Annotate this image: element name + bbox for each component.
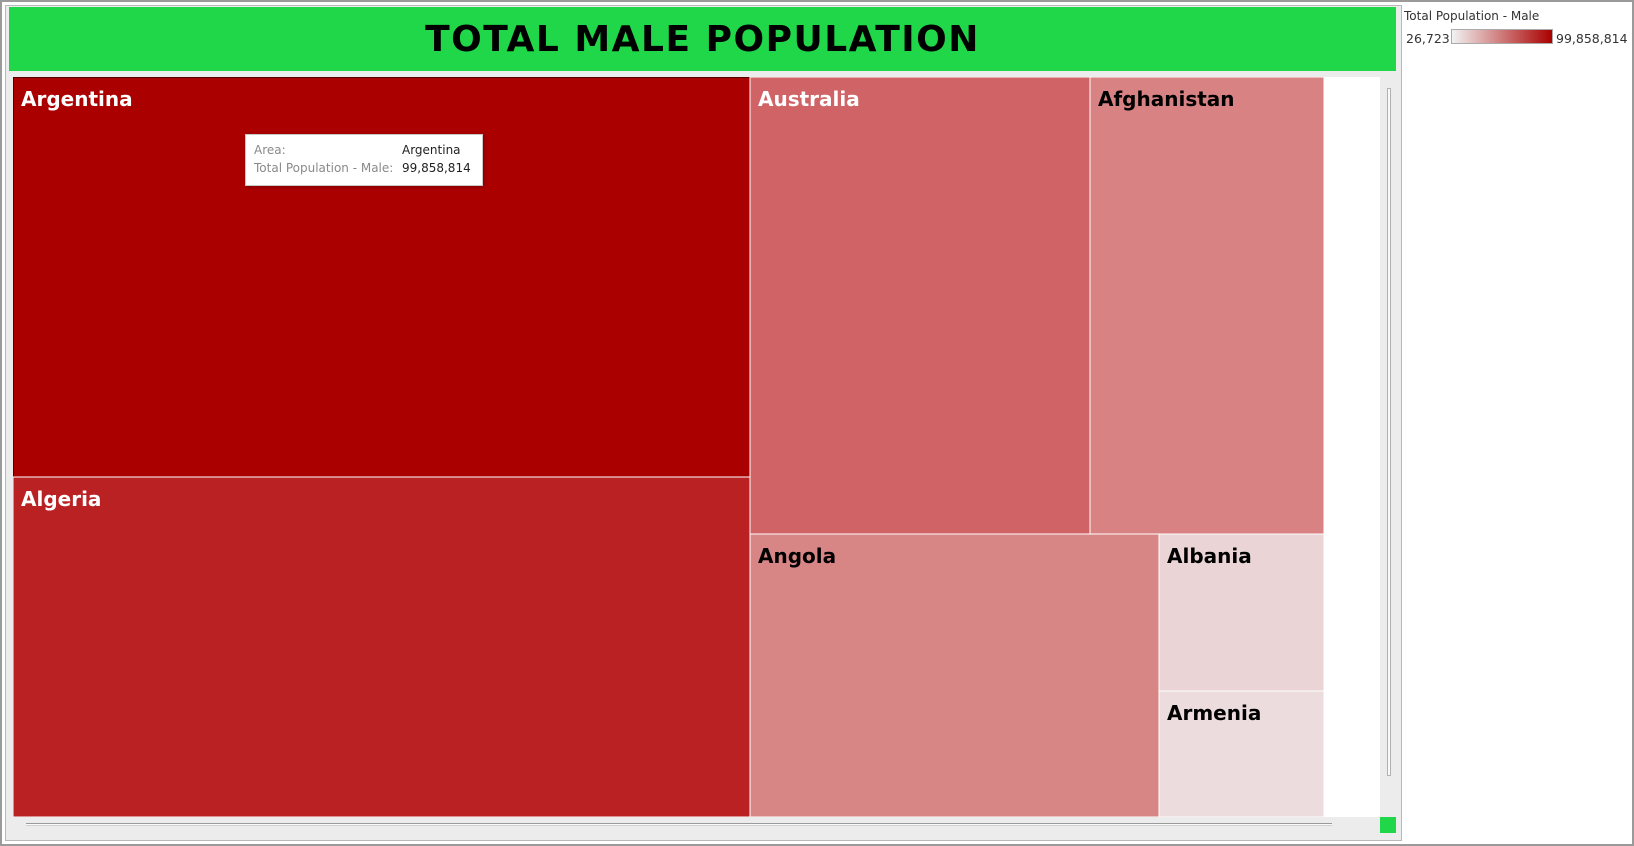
tooltip: Area: Argentina Total Population - Male:… <box>245 134 483 186</box>
treemap-cell-algeria[interactable]: Algeria <box>13 476 751 817</box>
horizontal-scrollbar[interactable] <box>26 823 1332 826</box>
treemap-cell-albania[interactable]: Albania <box>1158 533 1325 692</box>
treemap-rect[interactable] <box>13 476 751 817</box>
scroll-corner <box>1380 817 1396 833</box>
treemap-label: Angola <box>758 544 836 568</box>
treemap-cell-armenia[interactable]: Armenia <box>1158 690 1325 817</box>
treemap-label: Armenia <box>1167 701 1261 725</box>
treemap-label: Algeria <box>21 487 101 511</box>
title-bar: TOTAL MALE POPULATION <box>9 7 1396 71</box>
legend-max-label: 99,858,814 <box>1556 31 1628 46</box>
legend-title: Total Population - Male <box>1404 9 1540 23</box>
dashboard-title: TOTAL MALE POPULATION <box>425 18 980 60</box>
tooltip-value: 99,858,814 <box>402 161 471 175</box>
treemap-label: Argentina <box>21 87 133 111</box>
tooltip-key: Total Population - Male: <box>254 161 394 175</box>
tooltip-value: Argentina <box>402 143 461 157</box>
legend-color-ramp <box>1451 29 1553 44</box>
treemap-rect[interactable] <box>1158 690 1325 817</box>
treemap-rect[interactable] <box>749 77 1091 535</box>
tooltip-key: Area: <box>254 143 286 157</box>
treemap-cell-afghanistan[interactable]: Afghanistan <box>1089 77 1325 535</box>
treemap-label: Albania <box>1167 544 1252 568</box>
treemap-rect[interactable] <box>1089 77 1325 535</box>
treemap-cell-angola[interactable]: Angola <box>749 533 1160 817</box>
color-legend: Total Population - Male 26,723 99,858,81… <box>1404 7 1632 67</box>
treemap-label: Afghanistan <box>1098 87 1235 111</box>
treemap-label: Australia <box>758 87 860 111</box>
treemap-chart: Argentina Algeria Australia Afghanistan Ango… <box>13 77 1325 817</box>
vertical-scrollbar[interactable] <box>1387 88 1391 776</box>
legend-min-label: 26,723 <box>1406 31 1450 46</box>
treemap-rect[interactable] <box>749 533 1160 817</box>
treemap-rect[interactable] <box>1158 533 1325 692</box>
treemap-cell-australia[interactable]: Australia <box>749 77 1091 535</box>
